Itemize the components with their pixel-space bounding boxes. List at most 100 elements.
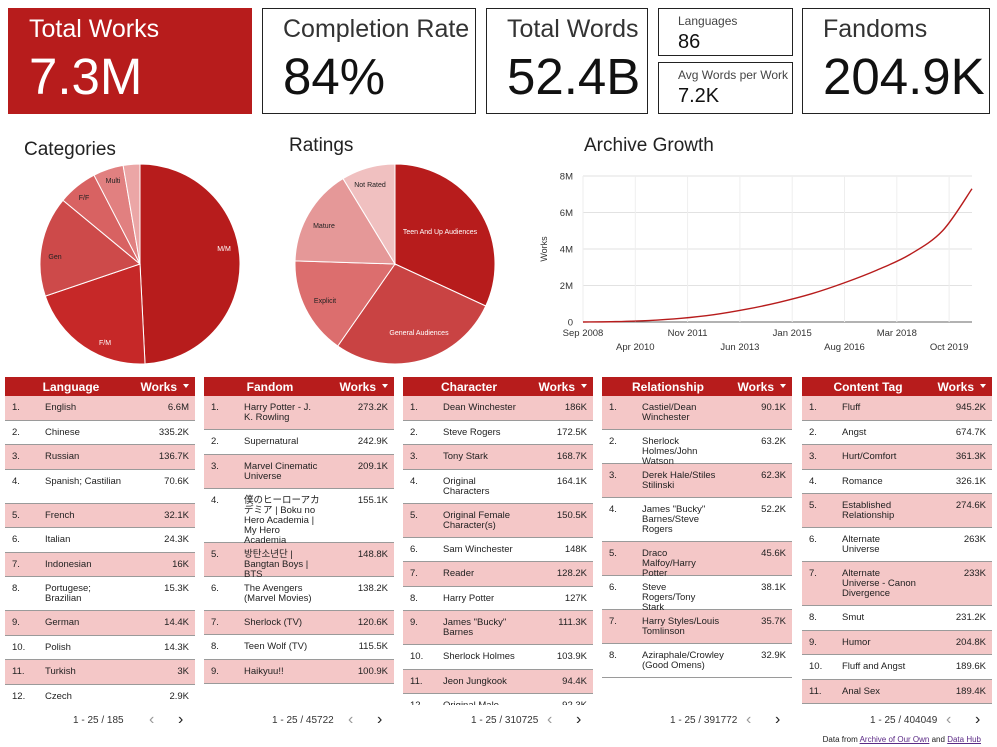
chevron-right-icon[interactable]: › xyxy=(576,711,582,728)
chevron-right-icon[interactable]: › xyxy=(775,711,781,728)
table-row[interactable]: 11. Anal Sex 189.4K xyxy=(802,679,992,704)
table-row[interactable]: 4. Spanish; Castilian 70.6K xyxy=(5,470,195,504)
table-row[interactable]: 11. Turkish 3K xyxy=(5,660,195,685)
growth-series-line[interactable] xyxy=(582,188,973,323)
table-row[interactable]: 3. Tony Stark 168.7K xyxy=(403,445,593,470)
row-count: 14.4K xyxy=(164,617,189,628)
table-row[interactable]: 3. Marvel Cinematic Universe 209.1K xyxy=(204,454,394,489)
character-table: Character Works 1. Dean Winchester 186K 2. Ste… xyxy=(403,377,593,705)
table-row[interactable]: 5. 방탄소년단 | Bangtan Boys | BTS 148.8K xyxy=(204,542,394,579)
growth-xtick-upper-3: Mar 2018 xyxy=(877,328,917,339)
table-row[interactable]: 6. The Avengers (Marvel Movies) 138.2K xyxy=(204,577,394,611)
ao3-link[interactable]: Archive of Our Own xyxy=(859,735,930,744)
datahub-link[interactable]: Data Hub xyxy=(947,735,981,744)
chevron-left-icon[interactable]: ‹ xyxy=(946,711,952,728)
table-row[interactable]: 4. 僕のヒーローアカデミア | Boku no Hero Academia | … xyxy=(204,489,394,545)
table-row[interactable]: 2. Chinese 335.2K xyxy=(5,421,195,445)
row-count: 35.7K xyxy=(761,616,786,627)
table-row[interactable]: 8. Harry Potter 127K xyxy=(403,587,593,611)
table-row[interactable]: 7. Reader 128.2K xyxy=(403,562,593,587)
table-row[interactable]: 2. Sherlock Holmes/John Watson 63.2K xyxy=(602,430,792,467)
ratings-slice-3[interactable] xyxy=(294,260,396,347)
table-row[interactable]: 6. Italian 24.3K xyxy=(5,528,195,553)
row-index: 11. xyxy=(410,675,423,687)
row-index: 5. xyxy=(609,548,617,559)
table-row[interactable]: 8. Portugese; Brazilian 15.3K xyxy=(5,577,195,611)
sort-desc-icon[interactable] xyxy=(382,384,388,388)
chevron-right-icon[interactable]: › xyxy=(975,711,981,728)
relationship-works-header[interactable]: Works xyxy=(737,380,774,394)
table-row[interactable]: 6. Alternate Universe 263K xyxy=(802,528,992,562)
table-row[interactable]: 9. German 14.4K xyxy=(5,611,195,636)
table-row[interactable]: 8. Teen Wolf (TV) 115.5K xyxy=(204,635,394,660)
table-row[interactable]: 2. Angst 674.7K xyxy=(802,421,992,445)
table-row[interactable]: 1. Harry Potter - J. K. Rowling 273.2K xyxy=(204,396,394,430)
categories-slice-2[interactable] xyxy=(44,263,146,365)
row-index: 3. xyxy=(12,451,20,462)
row-count: 120.6K xyxy=(357,616,388,628)
character-name-header[interactable]: Character xyxy=(440,380,498,394)
ratings-slice-4[interactable] xyxy=(294,177,396,265)
table-row[interactable]: 5. Original Female Character(s) 150.5K xyxy=(403,503,593,538)
fandom-works-header[interactable]: Works xyxy=(339,380,376,394)
table-row[interactable]: 9. Haikyuu!! 100.9K xyxy=(204,659,394,684)
ratings-slice-5[interactable] xyxy=(342,163,396,266)
table-row[interactable]: 7. Indonesian 16K xyxy=(5,552,195,577)
table-row[interactable]: 3. Russian 136.7K xyxy=(5,445,195,470)
table-row[interactable]: 9. James "Bucky" Barnes 111.3K xyxy=(403,611,593,645)
table-row[interactable]: 10. Polish 14.3K xyxy=(5,636,195,660)
row-name: Harry Potter xyxy=(443,592,495,604)
table-row[interactable]: 1. Dean Winchester 186K xyxy=(403,396,593,421)
sort-desc-icon[interactable] xyxy=(980,384,986,388)
table-row[interactable]: 5. Draco Malfoy/Harry Potter 45.6K xyxy=(602,542,792,579)
character-works-header[interactable]: Works xyxy=(538,380,575,394)
relationship-name-header[interactable]: Relationship xyxy=(631,380,704,394)
language-works-header[interactable]: Works xyxy=(140,380,177,394)
sort-desc-icon[interactable] xyxy=(183,384,189,388)
chevron-left-icon[interactable]: ‹ xyxy=(149,711,155,728)
table-row[interactable]: 2. Supernatural 242.9K xyxy=(204,430,394,455)
language-name-header[interactable]: Language xyxy=(42,380,100,394)
table-row[interactable]: 4. Original Characters 164.1K xyxy=(403,470,593,504)
table-row[interactable]: 1. English 6.6M xyxy=(5,396,195,421)
fandom-name-header[interactable]: Fandom xyxy=(246,380,294,394)
table-row[interactable]: 7. Harry Styles/Louis Tomlinson 35.7K xyxy=(602,610,792,644)
table-row[interactable]: 8. Smut 231.2K xyxy=(802,606,992,631)
character-table-header: Character Works xyxy=(403,377,593,396)
table-row[interactable]: 6. Sam Winchester 148K xyxy=(403,538,593,562)
chevron-left-icon[interactable]: ‹ xyxy=(547,711,553,728)
table-row[interactable]: 10. Sherlock Holmes 103.9K xyxy=(403,645,593,670)
table-row[interactable]: 3. Derek Hale/Stiles Stilinski 62.3K xyxy=(602,464,792,498)
table-row[interactable]: 4. Romance 326.1K xyxy=(802,470,992,494)
table-row[interactable]: 3. Hurt/Comfort 361.3K xyxy=(802,445,992,470)
chevron-left-icon[interactable]: ‹ xyxy=(746,711,752,728)
content-tag-name-header[interactable]: Content Tag xyxy=(833,380,903,394)
sort-desc-icon[interactable] xyxy=(780,384,786,388)
table-row[interactable]: 5. French 32.1K xyxy=(5,503,195,528)
table-row[interactable]: 12. Original Male 92.3K xyxy=(403,694,593,706)
table-row[interactable]: 7. Sherlock (TV) 120.6K xyxy=(204,610,394,635)
row-index: 6. xyxy=(609,582,617,593)
chevron-right-icon[interactable]: › xyxy=(178,711,184,728)
content-tag-works-header[interactable]: Works xyxy=(937,380,974,394)
sort-desc-icon[interactable] xyxy=(581,384,587,388)
table-row[interactable]: 11. Jeon Jungkook 94.4K xyxy=(403,669,593,694)
table-row[interactable]: 10. Fluff and Angst 189.6K xyxy=(802,655,992,680)
table-row[interactable]: 9. Humor 204.8K xyxy=(802,630,992,655)
categories-slice-1[interactable] xyxy=(139,163,241,365)
table-row[interactable]: 1. Castiel/Dean Winchester 90.1K xyxy=(602,396,792,430)
table-row[interactable]: 2. Steve Rogers 172.5K xyxy=(403,421,593,445)
table-row[interactable]: 6. Steve Rogers/Tony Stark 38.1K xyxy=(602,576,792,613)
table-row[interactable]: 5. Established Relationship 274.6K xyxy=(802,494,992,528)
table-row[interactable]: 12. Czech 2.9K xyxy=(5,685,195,706)
chevron-left-icon[interactable]: ‹ xyxy=(348,711,354,728)
categories-slice-6[interactable] xyxy=(122,163,141,265)
categories-slice-3[interactable] xyxy=(39,199,142,297)
table-row[interactable]: 4. James "Bucky" Barnes/Steve Rogers 52.2K xyxy=(602,498,792,542)
table-row[interactable]: 8. Aziraphale/Crowley (Good Omens) 32.9K xyxy=(602,644,792,678)
chevron-right-icon[interactable]: › xyxy=(377,711,383,728)
table-row[interactable]: 1. Fluff 945.2K xyxy=(802,396,992,421)
ratings-slice-2[interactable] xyxy=(337,263,487,365)
ratings-slice-1[interactable] xyxy=(394,163,496,307)
table-row[interactable]: 7. Alternate Universe - Canon Divergence 2… xyxy=(802,562,992,606)
